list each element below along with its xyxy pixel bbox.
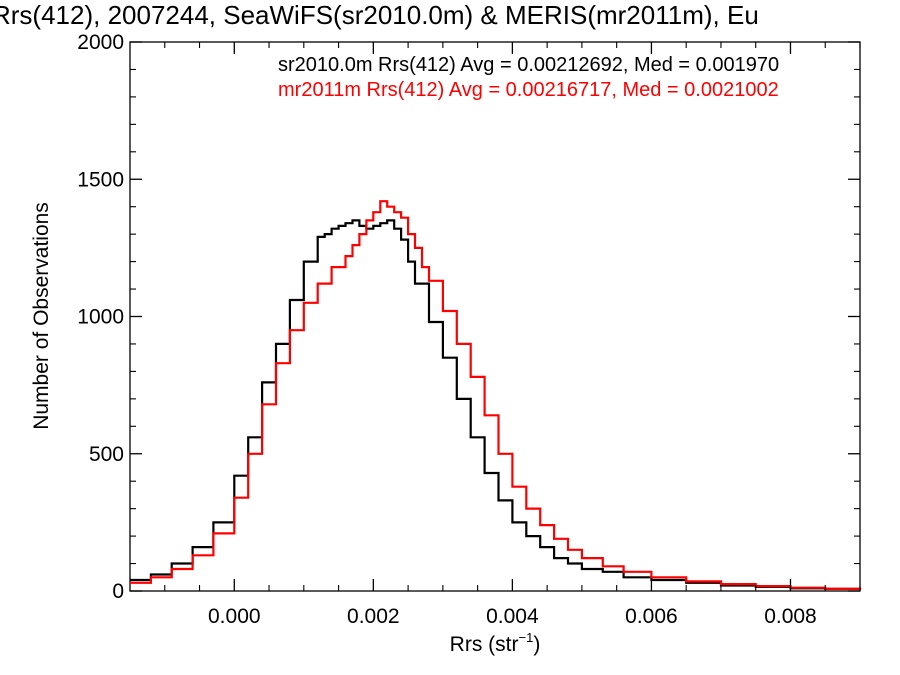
chart-title: Rrs(412), 2007244, SeaWiFS(sr2010.0m) & … — [0, 0, 759, 30]
x-tick-label: 0.008 — [764, 605, 817, 628]
x-axis-label-sup: −1 — [519, 630, 534, 645]
x-axis-label-text: Rrs (str — [450, 633, 519, 656]
x-tick-label: 0.006 — [625, 605, 678, 628]
y-tick-label: 0 — [112, 580, 124, 603]
x-axis-label: Rrs (str−1) — [450, 630, 541, 656]
series-layer — [130, 200, 862, 590]
x-tick-label: 0.004 — [486, 605, 539, 628]
axis-ticks: 0.000 0.002 0.004 0.006 0.008 0 500 1000 1500 200… — [77, 31, 861, 628]
x-axis-label-close: ) — [533, 633, 540, 656]
series-line-red — [130, 200, 862, 590]
y-axis-label: Number of Observations — [30, 202, 53, 430]
x-tick-label: 0.002 — [347, 605, 400, 628]
x-tick-label: 0.000 — [208, 605, 261, 628]
y-tick-label: 1500 — [77, 168, 124, 191]
annotation-black: sr2010.0m Rrs(412) Avg = 0.00212692, Med… — [278, 54, 779, 76]
plot-frame — [129, 41, 861, 592]
y-tick-label: 500 — [89, 443, 124, 466]
y-tick-label: 1000 — [77, 306, 124, 329]
annotation-red: mr2011m Rrs(412) Avg = 0.00216717, Med =… — [278, 79, 779, 101]
y-tick-label: 2000 — [77, 31, 124, 54]
series-line-black — [130, 219, 862, 590]
